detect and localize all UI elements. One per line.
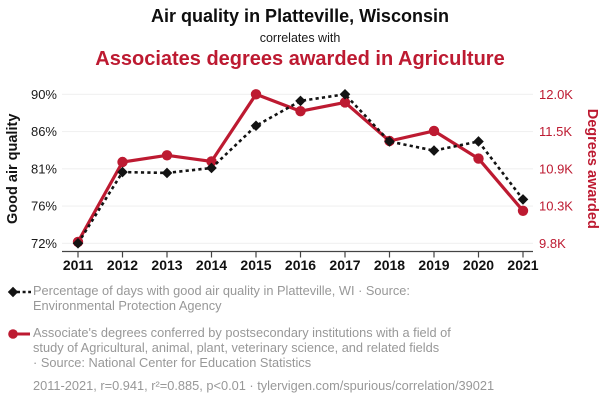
left-axis-tick-label: 81% [31,161,57,176]
chart-connector-text: correlates with [259,31,341,45]
left-axis-tick-label: 86% [31,124,57,139]
black-diamond-dashed-icon [7,286,31,298]
chart-header: Air quality in Platteville, Wisconsin co… [0,0,600,71]
air-quality-point [250,120,262,132]
left-axis-tick-label: 76% [31,199,57,214]
degrees-point [206,156,217,167]
legend-line: Associate's degrees conferred by postsec… [33,324,451,340]
degrees-point [339,97,351,108]
air-quality-line [76,93,525,244]
air-quality-point [295,95,306,107]
legend: Percentage of days with good air quality… [7,283,585,381]
chart-title: Air quality in Platteville, Wisconsin [151,6,449,26]
degrees-point [295,106,306,117]
x-axis-label: 2014 [196,257,227,273]
degrees-line [76,92,525,243]
air-quality-point [161,167,173,179]
chart-subtitle: Associates degrees awarded in Agricultur… [95,48,505,70]
legend-item-air-quality: Percentage of days with good air quality… [7,283,585,314]
left-axis-title: Good air quality [5,114,21,224]
right-axis-title: Degrees awarded [584,109,600,229]
right-axis-tick-label: 10.9K [539,161,573,176]
x-axis-label: 2017 [329,257,360,273]
red-circle-solid-icon [8,328,30,339]
legend-text-air-quality: Percentage of days with good air quality… [33,283,410,314]
degrees-point [117,156,128,168]
right-axis-tick-label: 12.0K [539,87,573,102]
air-quality-point [339,89,351,100]
x-axis-label: 2016 [285,257,316,273]
x-axis-label: 2020 [463,257,494,273]
x-axis-label: 2018 [374,257,405,273]
air-quality-point [117,166,128,178]
right-axis-tick-label: 10.3K [539,199,573,214]
legend-line: study of Agricultural, animal, plant, ve… [33,339,440,355]
right-axis-tick-label: 11.5K [539,124,572,139]
air-quality-point [517,194,529,205]
x-axis-label: 2019 [418,257,449,273]
x-axis-label: 2013 [151,257,182,273]
degrees-point [161,150,173,161]
legend-marker-red [7,325,33,371]
air-quality-point [72,238,84,249]
right-axis-tick-label: 9.8K [539,236,566,251]
air-quality-point [206,162,217,174]
legend-marker-black [7,283,33,314]
air-quality-point [473,136,484,147]
x-axis-label: 2012 [107,257,138,273]
legend-line: Environmental Protection Agency [33,298,222,314]
x-axis-label: 2021 [507,257,538,273]
x-axis-label: 2011 [63,257,94,273]
degrees-point [473,153,484,164]
x-axis-label: 2015 [240,257,271,273]
left-axis-tick-label: 72% [31,236,57,251]
degrees-point [250,89,262,100]
air-quality-point [384,136,395,147]
footer-stats: 2011-2021, r=0.941, r²=0.885, p<0.01 · t… [33,378,495,393]
legend-item-degrees: Associate's degrees conferred by postsec… [7,325,585,371]
degrees-point [517,205,529,216]
degrees-point [428,125,440,137]
legend-text-degrees: Associate's degrees conferred by postsec… [33,325,451,371]
legend-line: · Source: National Center for Education … [33,355,312,371]
air-quality-point [428,145,440,156]
legend-line: Percentage of days with good air quality… [33,283,410,298]
left-axis-tick-label: 90% [31,87,57,102]
